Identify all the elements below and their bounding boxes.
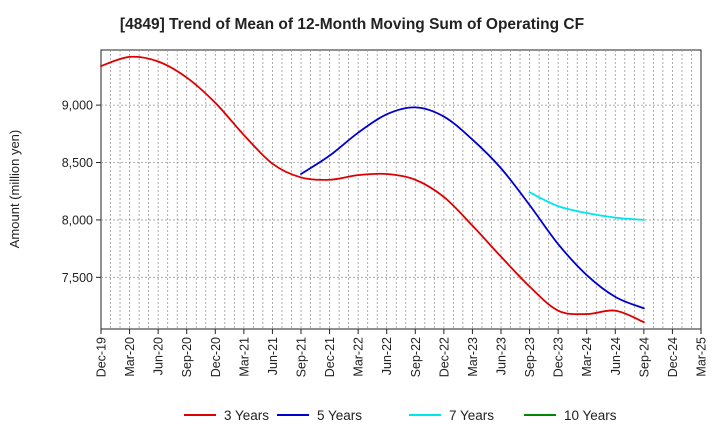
x-tick-label: Dec-20 [209, 337, 223, 377]
y-axis-ticks: 7,500 8,000 8,500 9,000 [62, 99, 101, 285]
x-tick-label: Mar-20 [123, 337, 137, 377]
x-tick-label: Sep-23 [523, 337, 537, 377]
x-tick-label: Dec-19 [95, 337, 109, 377]
x-tick-label: Dec-24 [666, 337, 680, 377]
legend: 3 Years 5 Years 7 Years 10 Years [184, 408, 617, 423]
x-tick-label: Dec-22 [437, 337, 451, 377]
x-tick-label: Sep-22 [409, 337, 423, 377]
grid-layer [101, 50, 701, 329]
x-tick-label: Mar-21 [237, 337, 251, 377]
y-tick-label: 8,500 [62, 156, 93, 170]
x-axis-ticks: Dec-19 Mar-20 Jun-20 Sep-20 Dec-20 Mar-21 Jun-… [95, 329, 709, 377]
x-tick-label: Jun-23 [495, 337, 509, 375]
legend-label-3-years: 3 Years [224, 408, 269, 423]
legend-label-10-years: 10 Years [564, 408, 617, 423]
x-tick-label: Jun-20 [152, 337, 166, 375]
x-tick-label: Mar-25 [695, 337, 709, 377]
legend-label-5-years: 5 Years [317, 408, 362, 423]
y-tick-label: 9,000 [62, 99, 93, 113]
x-tick-label: Mar-22 [352, 337, 366, 377]
x-tick-label: Sep-20 [180, 337, 194, 377]
x-tick-label: Sep-21 [295, 337, 309, 377]
legend-label-7-years: 7 Years [449, 408, 494, 423]
series-layer [100, 55, 645, 324]
x-tick-label: Dec-21 [323, 337, 337, 377]
x-tick-label: Dec-23 [552, 337, 566, 377]
x-tick-label: Mar-23 [466, 337, 480, 377]
chart-title: [4849] Trend of Mean of 12-Month Moving … [120, 16, 584, 33]
x-tick-label: Jun-22 [380, 337, 394, 375]
y-tick-label: 8,000 [62, 213, 93, 227]
y-axis-label: Amount (million yen) [7, 130, 22, 249]
x-tick-label: Mar-24 [580, 337, 594, 377]
series-line-3-years [100, 55, 645, 324]
x-tick-label: Jun-24 [609, 337, 623, 375]
y-tick-label: 7,500 [62, 271, 93, 285]
series-line-7-years [528, 191, 645, 221]
x-tick-label: Jun-21 [266, 337, 280, 375]
series-line-5-years [300, 106, 645, 310]
plot-area-frame [100, 49, 702, 330]
x-tick-label: Sep-24 [637, 337, 651, 377]
